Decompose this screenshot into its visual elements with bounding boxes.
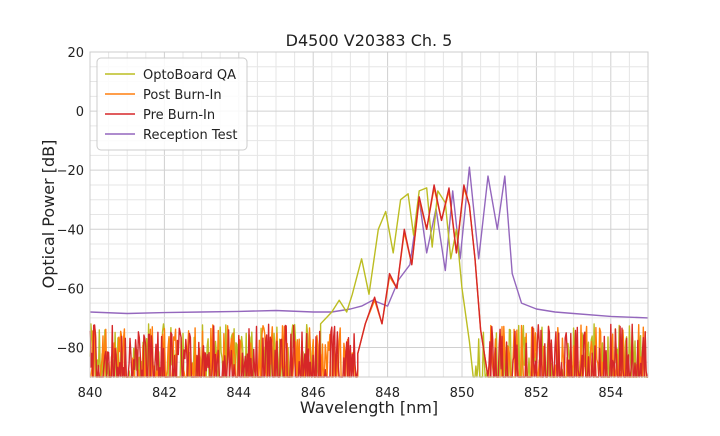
legend-box	[96, 57, 248, 151]
x-tick-label: 850	[450, 386, 475, 401]
plot-frame	[89, 51, 649, 378]
x-tick-label: 854	[598, 386, 623, 401]
y-tick-label: −60	[57, 282, 84, 297]
legend-label: OptoBoard QA	[143, 68, 236, 83]
legend: OptoBoard QA Post Burn-In Pre Burn-In Recep…	[96, 57, 248, 151]
x-tick-label: 852	[524, 386, 549, 401]
legend-label: Reception Test	[143, 128, 237, 143]
x-axis-label: Wavelength [nm]	[300, 398, 438, 417]
y-tick-label: 0	[76, 105, 84, 120]
y-axis-label: Optical Power [dB]	[39, 140, 58, 289]
x-tick-label: 848	[375, 386, 400, 401]
x-tick-label: 846	[301, 386, 326, 401]
y-tick-label: −80	[57, 341, 84, 356]
legend-label: Post Burn-In	[143, 88, 222, 103]
y-tick-label: 20	[67, 46, 84, 61]
x-tick-label: 844	[226, 386, 251, 401]
x-tick-label: 842	[152, 386, 177, 401]
legend-label: Pre Burn-In	[143, 108, 215, 123]
tick-labels: 840 842 844 846 848 850 852 854 20 0 −20 −40 −60 −80	[57, 46, 624, 401]
y-tick-label: −20	[57, 164, 84, 179]
x-tick-label: 840	[78, 386, 103, 401]
y-tick-label: −40	[57, 223, 84, 238]
chart-title: D4500 V20383 Ch. 5	[286, 31, 453, 50]
